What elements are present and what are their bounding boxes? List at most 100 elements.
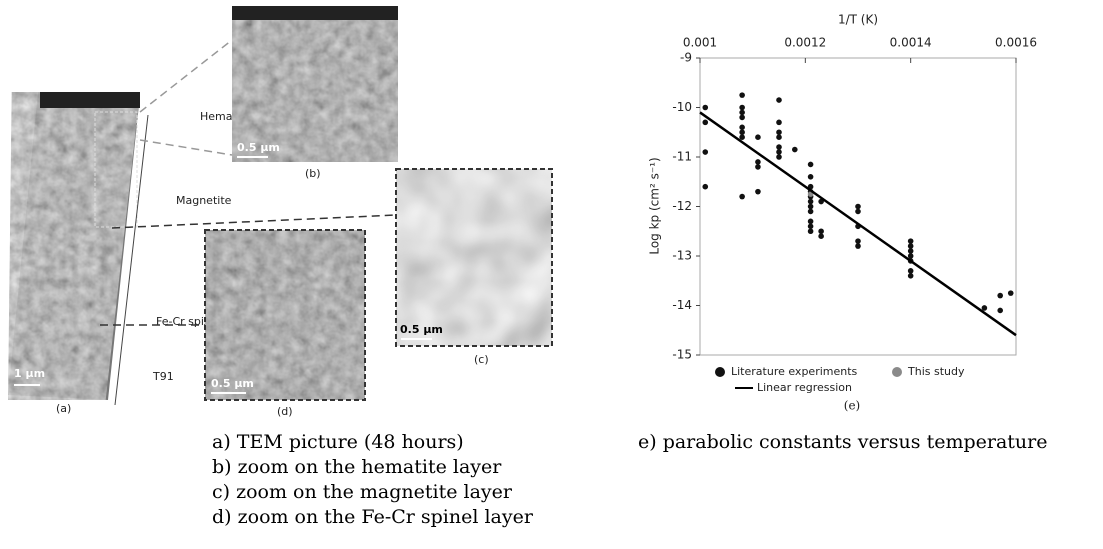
panel-label: (e): [844, 399, 860, 413]
x-axis-title: 1/T (K): [838, 13, 878, 27]
point: [818, 233, 824, 239]
point: [907, 238, 914, 244]
y-tick-label: -14: [672, 298, 692, 312]
top-band: [232, 6, 398, 20]
legend-label: Linear regression: [757, 381, 852, 394]
point: [981, 305, 988, 311]
panel-b: 0.5 µm (b): [232, 6, 398, 180]
point: [792, 146, 798, 153]
y-tick-label: -10: [672, 100, 692, 114]
point: [739, 109, 745, 116]
layer-label: Magnetite: [176, 194, 232, 207]
point: [739, 104, 745, 111]
point: [855, 238, 861, 244]
point: [907, 268, 914, 274]
y-tick-label: -11: [672, 150, 692, 164]
panel-label: (b): [305, 167, 321, 180]
point: [739, 193, 745, 200]
zoom-box: [94, 111, 138, 228]
point: [702, 183, 709, 190]
tem-texture: [8, 92, 140, 400]
scale-label: 0.5 µm: [400, 323, 443, 336]
point: [807, 203, 814, 210]
point: [755, 164, 761, 170]
caption: d) zoom on the Fe-Cr spinel layer: [212, 506, 534, 528]
point: [907, 243, 914, 249]
panel-d: 0.5 µm (d): [204, 229, 366, 418]
layer-label: T91: [152, 370, 174, 383]
x-tick-label: 0.0014: [890, 36, 932, 50]
point: [739, 124, 745, 131]
y-tick-label: -15: [672, 348, 692, 362]
frame: [204, 229, 366, 401]
point: [807, 218, 814, 225]
point: [807, 161, 814, 168]
x-tick-label: 0.001: [683, 36, 717, 50]
scale-label: 0.5 µm: [211, 377, 254, 390]
point: [776, 119, 782, 126]
layer-axis: [114, 114, 149, 406]
point: [855, 243, 861, 249]
caption: a) TEM picture (48 hours): [212, 431, 464, 453]
point: [776, 134, 782, 140]
panel-label: (c): [474, 353, 489, 366]
point: [702, 119, 709, 126]
point: [776, 144, 782, 150]
point: [739, 92, 745, 98]
point: [702, 149, 709, 155]
legend-label: This study: [907, 365, 965, 378]
point: [997, 307, 1003, 314]
point: [807, 208, 814, 215]
panel-a: 1 µm (a) Hematite Magnetite Fe-Cr spinel…: [8, 92, 251, 415]
point: [776, 97, 782, 103]
tem-texture: [232, 6, 398, 162]
point: [855, 203, 861, 210]
point: [907, 273, 914, 279]
point: [755, 159, 761, 165]
tem-texture: [396, 169, 552, 346]
point: [807, 174, 814, 180]
legend-swatch: [892, 367, 902, 377]
legend-swatch: [715, 367, 725, 377]
point: [807, 223, 814, 230]
point: [818, 228, 824, 235]
scale-label: 1 µm: [14, 367, 45, 380]
point: [1007, 290, 1014, 296]
tem-texture: [205, 230, 365, 400]
x-tick-label: 0.0012: [784, 36, 826, 50]
point: [739, 114, 745, 121]
point: [739, 129, 745, 136]
chart: 1/T (K) Log kp (cm² s⁻¹) (e) 0.001 0.0012…: [648, 13, 1038, 413]
scale-label: 0.5 µm: [237, 141, 280, 154]
point: [739, 134, 745, 140]
point: [755, 134, 761, 140]
point: [755, 188, 761, 195]
point: [907, 248, 914, 254]
frame: [395, 168, 553, 347]
caption: b) zoom on the hematite layer: [212, 456, 502, 478]
panel-label: (a): [56, 402, 71, 415]
point: [776, 129, 782, 136]
point: [702, 104, 709, 111]
y-axis-title: Log kp (cm² s⁻¹): [648, 157, 662, 254]
point: [907, 253, 914, 259]
panel-label: (d): [277, 405, 293, 418]
y-tick-label: -13: [672, 249, 692, 263]
top-band: [40, 92, 140, 108]
point: [776, 149, 782, 155]
y-tick-label: -12: [672, 199, 692, 213]
point: [776, 154, 782, 160]
regression-line: [699, 111, 1017, 337]
point: [807, 198, 814, 205]
connectors: [100, 39, 397, 326]
caption: c) zoom on the magnetite layer: [212, 481, 513, 503]
point: [807, 228, 814, 235]
point: [997, 292, 1003, 299]
legend-label: Literature experiments: [731, 365, 858, 378]
y-tick-label: -9: [680, 51, 692, 65]
caption: e) parabolic constants versus temperatur…: [638, 431, 1047, 453]
x-tick-label: 0.0016: [995, 36, 1037, 50]
panel-c: 0.5 µm (c): [395, 168, 553, 366]
point: [855, 208, 861, 215]
